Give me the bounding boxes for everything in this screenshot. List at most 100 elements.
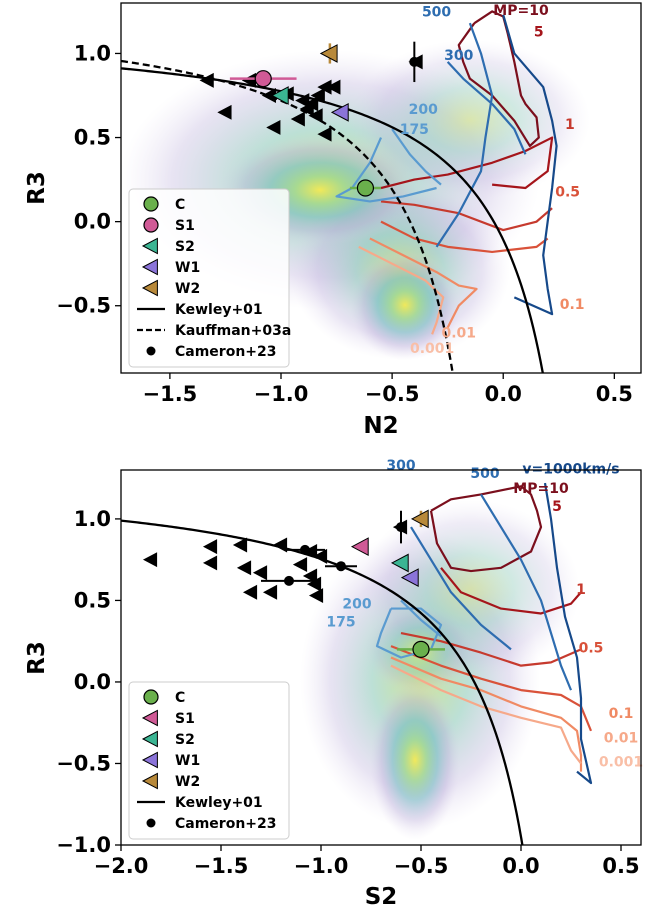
y-tick-label: 0.5 bbox=[74, 588, 111, 612]
grid-labels: MP=10510.50.10.010.001v=1000km/s50030020… bbox=[400, 0, 585, 357]
y-tick-label: −0.5 bbox=[56, 294, 111, 318]
x-tick-label: 0.0 bbox=[485, 382, 522, 406]
x-tick-label: −1.0 bbox=[254, 382, 309, 406]
model-grid-line bbox=[440, 567, 582, 615]
grid-label: 5 bbox=[552, 499, 562, 515]
point-c bbox=[412, 640, 430, 658]
model-grid-line bbox=[480, 493, 573, 691]
grid-label: 0.001 bbox=[599, 755, 643, 771]
legend-box bbox=[128, 188, 290, 368]
cameron-point bbox=[236, 560, 252, 576]
cameron-point bbox=[299, 101, 314, 117]
legend-label: W2 bbox=[175, 774, 200, 790]
grid-label: v=1000km/s bbox=[522, 461, 619, 477]
grid-label: v=1000km/s bbox=[455, 0, 552, 2]
point-s2 bbox=[390, 553, 409, 573]
data-points bbox=[199, 41, 423, 197]
point-s1 bbox=[254, 70, 272, 88]
y-tick-label: 1.0 bbox=[74, 507, 111, 531]
y-tick-label: 0.5 bbox=[74, 126, 111, 150]
cameron-point bbox=[202, 555, 218, 571]
model-grid-line bbox=[435, 22, 494, 248]
legend-marker bbox=[143, 689, 159, 705]
legend-label: C bbox=[175, 197, 185, 213]
legend-marker bbox=[141, 709, 158, 727]
x-tick-label: −1.5 bbox=[142, 382, 197, 406]
cameron-point bbox=[199, 72, 214, 88]
model-grid bbox=[375, 482, 593, 785]
grid-label: 500 bbox=[470, 466, 499, 482]
density-cloud bbox=[300, 500, 580, 840]
legend-label: Kewley+01 bbox=[175, 302, 263, 318]
cameron-point bbox=[290, 111, 305, 127]
cameron-point bbox=[302, 544, 318, 560]
legend-marker bbox=[146, 818, 156, 828]
legend: C S1 S2 W1 W2 Kewley+01 Cameron+23 bbox=[128, 681, 290, 840]
cameron-point bbox=[142, 552, 158, 568]
point-w1 bbox=[400, 568, 419, 587]
legend-marker bbox=[141, 772, 158, 790]
point-w1 bbox=[330, 102, 349, 122]
cameron-dot bbox=[300, 544, 310, 555]
x-tick-label: 0.5 bbox=[596, 382, 633, 406]
legend-label: C bbox=[175, 690, 185, 706]
grid-label: 200 bbox=[342, 597, 371, 613]
data-points bbox=[142, 509, 445, 658]
model-grid-line bbox=[410, 526, 512, 651]
point-s1 bbox=[350, 537, 369, 557]
legend-label: Kauffman+03a bbox=[175, 323, 291, 339]
grid-label: 200 bbox=[409, 102, 438, 118]
panel-n2-r3: MP=10 5 1 0.5 0.1 0.010.001 v=1000km/s 500 300 20… bbox=[24, 0, 642, 439]
legend-marker bbox=[143, 217, 159, 233]
grid-label: 0.001 bbox=[410, 341, 454, 357]
y-tick-label: −0.5 bbox=[56, 751, 111, 775]
grid-labels: MP=10510.50.10.010.001v=1000km/s50030020… bbox=[326, 458, 643, 771]
point-s2 bbox=[270, 86, 289, 105]
cameron-point bbox=[202, 539, 218, 555]
grid-label: 175 bbox=[400, 122, 429, 138]
x-axis-label: N2 bbox=[363, 413, 398, 439]
grid-label: 300 bbox=[444, 48, 473, 64]
legend-label: S1 bbox=[175, 711, 195, 727]
cameron-dot bbox=[396, 522, 406, 533]
model-grid-line bbox=[335, 137, 437, 203]
legend-marker bbox=[141, 237, 158, 255]
legend-marker bbox=[146, 346, 156, 356]
model-grid-line bbox=[543, 482, 593, 785]
cameron-dot bbox=[336, 561, 346, 572]
plot-frame bbox=[120, 2, 642, 374]
cameron-point bbox=[252, 565, 268, 581]
legend-marker bbox=[143, 196, 159, 212]
grid-label: MP=10 bbox=[493, 3, 549, 19]
legend: C S1 S2 W1 W2 Kewley+01 Kauffman+03a Cameron+23 bbox=[128, 188, 291, 368]
axis-ticks: −2.0 −1.5 −1.0 −0.5 0.0 0.5 −1.0 −0.5 0.0 0.5 1.0 bbox=[56, 507, 639, 878]
grid-label: MP=10 bbox=[513, 481, 569, 497]
cameron-point bbox=[310, 88, 325, 103]
demarcation-curves bbox=[121, 59, 544, 373]
model-grid-line bbox=[400, 599, 442, 638]
y-tick-label: 0.0 bbox=[74, 670, 111, 694]
point-c bbox=[356, 179, 375, 197]
legend-label: S2 bbox=[175, 732, 195, 748]
model-grid-line bbox=[380, 200, 553, 232]
legend-label: Cameron+23 bbox=[175, 344, 277, 360]
cameron-point bbox=[292, 557, 308, 573]
legend-label: S1 bbox=[175, 218, 195, 234]
legend-marker bbox=[141, 751, 158, 769]
cameron-point bbox=[308, 588, 324, 604]
cameron-point bbox=[308, 108, 323, 124]
model-grid-line bbox=[380, 136, 554, 190]
grid-label: 300 bbox=[386, 458, 415, 474]
y-tick-label: 0.0 bbox=[74, 210, 111, 234]
y-tick-label: 1.0 bbox=[74, 41, 111, 65]
model-grid-line bbox=[390, 656, 583, 772]
x-tick-label: −2.0 bbox=[94, 854, 149, 878]
grid-label: 0.5 bbox=[555, 184, 580, 200]
legend-marker bbox=[141, 730, 158, 748]
legend-label: W1 bbox=[175, 753, 200, 769]
point-w2 bbox=[319, 44, 338, 63]
x-tick-label: 0.0 bbox=[502, 854, 539, 878]
x-tick-label: −0.5 bbox=[365, 382, 420, 406]
kauffmann-curve bbox=[121, 59, 454, 373]
x-tick-label: 0.5 bbox=[602, 854, 639, 878]
